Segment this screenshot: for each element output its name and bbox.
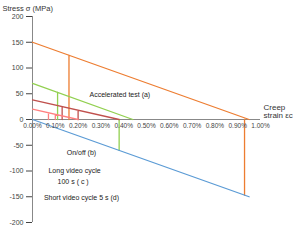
svg-text:200: 200 bbox=[12, 13, 24, 20]
svg-text:100 s ( c ): 100 s ( c ) bbox=[58, 178, 89, 186]
svg-text:0.80%: 0.80% bbox=[206, 122, 225, 129]
svg-text:50: 50 bbox=[16, 90, 24, 97]
svg-text:150: 150 bbox=[12, 38, 24, 45]
svg-text:0: 0 bbox=[19, 115, 24, 123]
svg-text:0.30%: 0.30% bbox=[92, 122, 111, 129]
svg-text:0.40%: 0.40% bbox=[114, 122, 133, 129]
svg-text:0.90%: 0.90% bbox=[228, 122, 247, 129]
svg-text:0.10%: 0.10% bbox=[46, 122, 65, 129]
svg-text:-50: -50 bbox=[13, 141, 23, 148]
svg-text:0.70%: 0.70% bbox=[183, 122, 202, 129]
svg-text:Accelerated test (a): Accelerated test (a) bbox=[90, 91, 151, 99]
svg-text:Long video cycle: Long video cycle bbox=[48, 167, 100, 175]
svg-text:0.60%: 0.60% bbox=[160, 122, 179, 129]
svg-text:Creepstrain εc: Creepstrain εc bbox=[264, 103, 293, 120]
svg-text:Stress σ (MPa): Stress σ (MPa) bbox=[3, 4, 54, 13]
svg-text:-150: -150 bbox=[9, 193, 23, 200]
svg-text:1.00%: 1.00% bbox=[251, 122, 270, 129]
svg-text:100: 100 bbox=[12, 64, 24, 71]
svg-text:Short video cycle 5 s (d): Short video cycle 5 s (d) bbox=[44, 194, 119, 202]
svg-text:-200: -200 bbox=[9, 219, 23, 226]
svg-text:-100: -100 bbox=[9, 167, 23, 174]
svg-text:On/off (b): On/off (b) bbox=[67, 149, 96, 157]
svg-text:0.20%: 0.20% bbox=[69, 122, 88, 129]
svg-text:0.00%: 0.00% bbox=[23, 122, 42, 129]
svg-text:0.50%: 0.50% bbox=[137, 122, 156, 129]
